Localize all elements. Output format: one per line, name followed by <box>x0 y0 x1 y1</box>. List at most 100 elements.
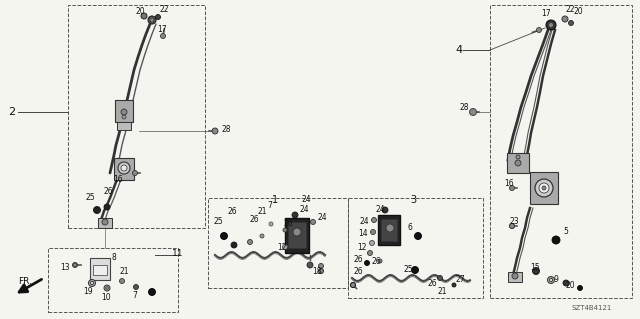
Text: SZT4B4121: SZT4B4121 <box>572 305 612 311</box>
Circle shape <box>93 206 100 213</box>
Text: 21: 21 <box>258 206 268 216</box>
Circle shape <box>386 224 394 232</box>
Text: 1: 1 <box>272 195 278 205</box>
Bar <box>490 5 632 298</box>
Bar <box>48 248 178 312</box>
Circle shape <box>310 219 316 225</box>
Circle shape <box>568 20 573 26</box>
Text: 14: 14 <box>358 229 367 239</box>
Circle shape <box>378 259 382 263</box>
Bar <box>348 198 483 298</box>
Text: 16: 16 <box>113 175 123 184</box>
Circle shape <box>509 224 515 228</box>
Circle shape <box>509 186 515 190</box>
Circle shape <box>121 109 127 115</box>
Text: 25: 25 <box>403 264 413 273</box>
Text: 24: 24 <box>360 217 370 226</box>
Text: 18: 18 <box>312 268 321 277</box>
Circle shape <box>516 155 520 159</box>
Circle shape <box>72 263 77 268</box>
Text: 22: 22 <box>159 5 168 14</box>
Text: 20: 20 <box>135 8 145 17</box>
Circle shape <box>365 261 369 265</box>
Text: 12: 12 <box>357 242 367 251</box>
Text: 12: 12 <box>277 242 287 251</box>
Circle shape <box>547 277 554 284</box>
Circle shape <box>88 279 95 286</box>
Circle shape <box>269 222 273 226</box>
Circle shape <box>73 263 77 267</box>
Circle shape <box>415 233 422 240</box>
Bar <box>98 218 112 228</box>
Circle shape <box>148 288 156 295</box>
Circle shape <box>470 108 477 115</box>
Circle shape <box>319 269 323 273</box>
Text: 28: 28 <box>222 124 232 133</box>
Text: 2: 2 <box>8 107 15 117</box>
Circle shape <box>515 160 521 166</box>
Circle shape <box>369 241 374 246</box>
Circle shape <box>548 23 554 27</box>
Circle shape <box>282 244 287 249</box>
Text: 24: 24 <box>376 205 386 214</box>
Text: 13: 13 <box>60 263 70 271</box>
Text: 17: 17 <box>157 25 166 33</box>
Circle shape <box>412 266 419 273</box>
Text: 15: 15 <box>530 263 540 271</box>
Circle shape <box>118 162 130 174</box>
Text: 26: 26 <box>427 278 436 287</box>
Circle shape <box>150 18 154 22</box>
Text: 24: 24 <box>301 195 310 204</box>
Circle shape <box>292 212 298 218</box>
Circle shape <box>563 280 569 286</box>
Text: 26: 26 <box>103 187 113 196</box>
Text: 10: 10 <box>101 293 111 301</box>
Circle shape <box>221 233 227 240</box>
Circle shape <box>121 165 127 171</box>
Text: 8: 8 <box>111 254 116 263</box>
Text: 11: 11 <box>172 249 184 257</box>
Text: 7: 7 <box>267 202 272 211</box>
Text: 26: 26 <box>249 214 259 224</box>
Circle shape <box>535 179 553 197</box>
Text: 21: 21 <box>119 266 129 276</box>
Bar <box>93 265 107 275</box>
Circle shape <box>371 218 376 222</box>
Circle shape <box>550 278 552 281</box>
Circle shape <box>161 33 166 39</box>
Text: 3: 3 <box>410 195 416 205</box>
Bar <box>507 153 529 173</box>
Text: 26: 26 <box>228 206 237 216</box>
Text: 23: 23 <box>510 218 520 226</box>
Circle shape <box>141 13 147 19</box>
Circle shape <box>512 273 518 279</box>
Text: FR.: FR. <box>18 277 32 286</box>
Circle shape <box>148 16 156 24</box>
Bar <box>508 272 522 282</box>
Circle shape <box>134 285 138 290</box>
Text: 6: 6 <box>408 222 413 232</box>
Text: 5: 5 <box>563 226 568 235</box>
Circle shape <box>212 128 218 134</box>
Circle shape <box>132 170 138 175</box>
Circle shape <box>542 186 546 190</box>
Text: 20: 20 <box>566 280 575 290</box>
Circle shape <box>122 115 126 119</box>
Bar <box>285 218 309 253</box>
Circle shape <box>532 268 540 275</box>
Circle shape <box>212 129 218 133</box>
Circle shape <box>260 234 264 238</box>
Text: 26: 26 <box>371 256 381 265</box>
Circle shape <box>539 183 549 193</box>
Circle shape <box>438 276 442 280</box>
Circle shape <box>577 286 582 291</box>
Circle shape <box>552 236 560 244</box>
Text: 26: 26 <box>283 219 292 228</box>
Text: 22: 22 <box>565 5 575 14</box>
Bar <box>68 5 205 228</box>
Bar <box>530 172 558 204</box>
Circle shape <box>319 263 323 269</box>
Circle shape <box>248 240 253 244</box>
Bar <box>381 219 397 241</box>
Circle shape <box>470 109 476 115</box>
